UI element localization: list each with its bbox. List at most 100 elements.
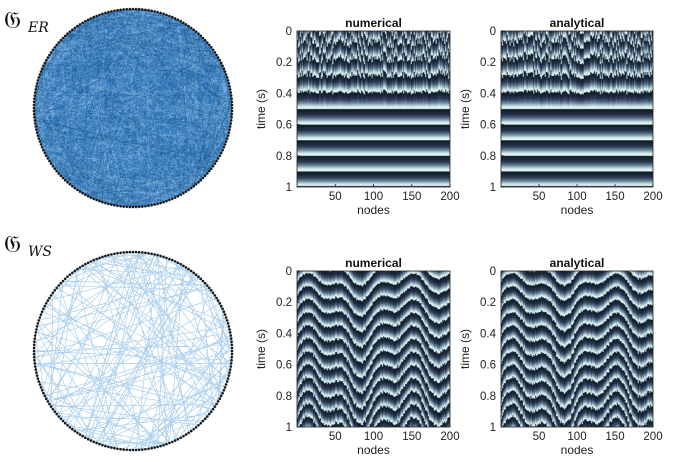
network-node [81,21,84,25]
y-tick-label: 1 [490,422,496,434]
network-node [229,119,233,122]
network-node [55,169,58,173]
network-nodes [32,7,234,209]
network-node [162,443,165,447]
network-node [165,256,168,260]
network-node [89,17,93,20]
network-node [225,319,229,322]
network-node [187,431,190,435]
network-node [86,437,90,441]
network-node [226,322,230,325]
network-node [219,304,223,308]
network-node [113,252,116,256]
network-node [34,88,38,91]
y-tick-label: 0.8 [276,391,292,403]
network-node [57,172,60,175]
network-node [104,254,107,258]
panel-title: analytical [550,256,605,270]
network-node [33,119,37,122]
network-node [46,400,50,403]
network-node [43,304,47,308]
network-node [206,415,209,418]
network-node [182,21,185,25]
row-er: 𝔊 ER [4,6,234,209]
network-node [223,386,227,389]
network-node [42,64,45,68]
network-node [199,277,203,281]
network-node [173,17,177,20]
network-node [201,36,205,40]
network-node [131,7,135,11]
network-node [116,204,119,208]
network-node [78,433,82,436]
network-node [197,424,200,427]
network-node [38,383,42,386]
network-node [125,7,129,11]
network-node [225,137,229,140]
network-node [218,397,222,401]
network-node [35,85,38,88]
x-tick-label: 200 [643,431,662,443]
network-node [59,417,63,421]
network-node [229,334,233,337]
network-node [189,186,193,190]
network-node [44,59,48,62]
network-node [42,148,45,152]
network-node [215,159,218,163]
network-node [104,11,107,15]
network-node [228,328,231,331]
network-node [211,48,215,52]
panel-title: numerical [345,256,402,270]
network-node [86,18,90,22]
network-node [33,91,37,94]
network-node [43,151,47,155]
network-node [84,19,87,23]
network-node [192,427,195,431]
heatmap-image [297,31,450,187]
network-node [33,116,36,119]
network-node [49,162,53,165]
network-node [165,13,168,17]
network-node [226,134,230,137]
network-node [35,328,38,331]
network-node [230,100,234,104]
network-node [92,258,95,262]
network-node [229,362,233,365]
network-node [147,447,150,451]
network-node [224,316,228,319]
network-node [230,116,233,119]
network-node [84,193,87,197]
network-node [36,79,40,82]
network-node [203,38,207,42]
network-nodes [32,250,234,452]
network-node [224,383,228,386]
network-node [49,294,53,297]
network-node [116,8,119,12]
network-node [40,146,44,149]
network-node [199,34,203,38]
network-node [42,307,45,311]
x-tick-label: 50 [329,431,342,443]
network-node [33,337,37,340]
y-axis-label: time (s) [458,329,472,369]
network-node [209,289,213,292]
network-node [176,261,180,265]
network-node [42,391,45,395]
network-node [53,410,57,414]
network-node [61,176,65,180]
y-tick-label: 0.4 [480,328,497,340]
network-node [203,281,207,285]
network-node [156,445,159,449]
network-node [137,250,141,254]
y-tick-label: 0.2 [480,57,496,69]
network-node [73,429,77,433]
heatmap-image [297,271,450,427]
y-tick-label: 1 [286,422,292,434]
network-node [35,82,39,85]
y-tick-label: 0.4 [276,328,293,340]
network-node [184,190,188,193]
y-tick-label: 0 [490,266,496,278]
network-node [32,346,36,350]
network-node [184,433,188,436]
